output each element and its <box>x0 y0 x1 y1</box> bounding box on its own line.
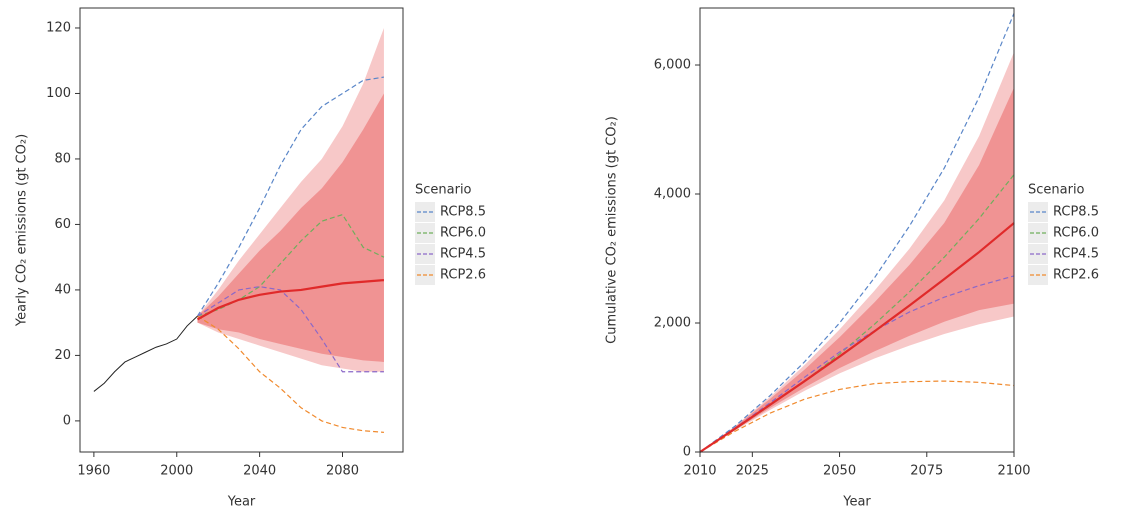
y-tick-label: 6,000 <box>654 58 691 73</box>
y-tick-label: 100 <box>46 86 71 101</box>
legend-label: RCP8.5 <box>1053 205 1099 220</box>
x-tick-label: 2000 <box>160 464 193 479</box>
scenario-line <box>699 380 1015 453</box>
scenario-line <box>699 174 1015 453</box>
x-axis-label: Year <box>227 495 256 510</box>
x-tick-label: 2080 <box>326 464 359 479</box>
scenario-line <box>699 275 1015 453</box>
plot-frame <box>79 7 404 453</box>
y-tick-label: 60 <box>54 217 71 232</box>
scenario-line <box>197 286 384 373</box>
y-tick-label: 120 <box>46 20 71 35</box>
uncertainty-band <box>197 93 384 362</box>
scenario-line <box>699 13 1015 453</box>
uncertainty-band <box>700 87 1014 452</box>
y-tick-label: 0 <box>683 445 691 460</box>
x-axis-label: Year <box>842 495 871 510</box>
x-tick-label: 1960 <box>77 464 110 479</box>
y-tick-label: 20 <box>54 348 71 363</box>
plot-frame <box>699 7 1015 453</box>
y-tick-label: 80 <box>54 151 71 166</box>
x-tick-label: 2010 <box>683 464 716 479</box>
x-tick-label: 2040 <box>243 464 276 479</box>
y-tick-label: 4,000 <box>654 187 691 202</box>
scenario-line <box>196 76 385 317</box>
trend-line <box>699 222 1015 453</box>
y-tick-label: 2,000 <box>654 316 691 331</box>
y-tick-label: 0 <box>63 413 71 428</box>
trend-line <box>93 315 198 392</box>
x-tick-label: 2100 <box>997 464 1030 479</box>
legend: Scenario RCP8.5 RCP6.0 RCP4.5 RCP2.6 <box>1028 183 1099 285</box>
legend-label: RCP4.5 <box>1053 247 1099 262</box>
legend: Scenario RCP8.5 RCP6.0 RCP4.5 RCP2.6 <box>415 183 486 285</box>
legend-label: RCP4.5 <box>440 247 486 262</box>
legend-title: Scenario <box>415 183 472 198</box>
y-axis-label: Yearly CO₂ emissions (gt CO₂) <box>15 134 30 327</box>
y-tick-label: 40 <box>54 282 71 297</box>
legend-label: RCP6.0 <box>1053 226 1099 241</box>
y-axis-label: Cumulative CO₂ emissions (gt CO₂) <box>605 116 620 344</box>
legend-label: RCP6.0 <box>440 226 486 241</box>
legend-label: RCP2.6 <box>440 268 486 283</box>
x-tick-label: 2050 <box>823 464 856 479</box>
scenario-line <box>197 315 384 433</box>
legend-label: RCP2.6 <box>1053 268 1099 283</box>
legend-label: RCP8.5 <box>440 205 486 220</box>
panel: 0 2,000 4,000 6,000 2010 2025 2050 2075 2100 Year… <box>605 7 1099 510</box>
trend-line <box>196 279 385 321</box>
x-tick-label: 2075 <box>910 464 943 479</box>
legend-title: Scenario <box>1028 183 1085 198</box>
x-tick-label: 2025 <box>736 464 769 479</box>
